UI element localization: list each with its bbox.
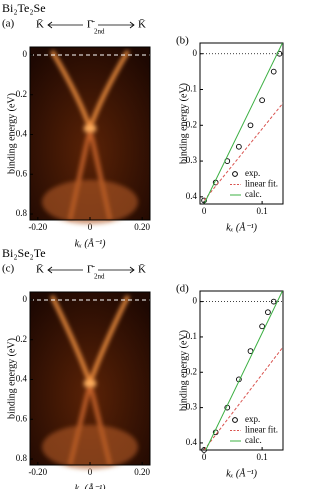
x-tick-label: -0.20 [28,222,47,232]
y-tick-label: 0.2 [16,89,27,99]
exp-point [236,143,242,150]
y-tick-label: 0.3 [186,402,198,412]
y-tick-label: 0.8 [16,208,28,218]
panel-label: (a) [2,18,15,30]
sample-title: Bi₂Se₂Te [2,246,46,260]
y-tick-label: 0.2 [186,119,197,129]
arrow [47,266,135,274]
y-axis-label: binding energy (eV) [6,93,17,174]
sample-title: Bi₂Te₂Se [2,1,46,15]
arrow [47,21,135,29]
fit-line [203,346,283,450]
fit-line [205,291,283,450]
figure: Bi₂Te₂Se(a) K̄ K̄Γ̄2nd-0.20 0 0.2000.20.40.6… [2,1,284,489]
arpes-bands [42,295,138,469]
k-label-left: K̄ [36,19,44,31]
y-tick-label: 0 [23,49,28,59]
y-tick-label: 0.4 [186,437,198,447]
y-axis-label: binding energy (eV) [178,330,189,411]
legend-label: calc. [245,189,262,199]
k-label-left: K̄ [36,264,44,276]
exp-point [259,97,265,104]
y-tick-label: 0.8 [16,453,28,463]
y-tick-label: 0.4 [186,191,198,201]
x-axis-label: kₓ (Å⁻¹) [226,221,257,233]
k-label-right: K̄ [138,264,146,276]
x-tick-label: 0.1 [256,452,267,462]
x-axis-label: kₓ (Å⁻¹) [75,482,106,489]
exp-point [259,323,265,330]
x-tick-label: 0.20 [134,222,150,232]
arpes-bands [42,49,138,224]
x-axis-label: kₓ (Å⁻¹) [226,467,257,479]
x-tick-label: 0 [202,452,207,462]
y-tick-label: 0.4 [16,374,28,384]
exp-point [270,68,277,75]
y-tick-label: 0.6 [16,168,28,178]
x-tick-label: 0.1 [256,206,267,216]
fit-line [203,43,283,204]
exp-point [247,122,254,129]
y-tick-label: 0.2 [16,334,27,344]
y-tick-label: 0 [193,296,198,306]
exp-point [247,348,254,354]
fit-line [203,102,283,201]
y-tick-label: 0.1 [186,84,197,94]
x-tick-label: 0 [202,206,207,216]
exp-point [265,309,271,316]
y-tick-label: 0.6 [16,413,28,423]
legend-label: exp. [245,414,260,424]
legend-marker [232,171,238,177]
x-tick-label: 0 [88,467,93,477]
y-axis-label: binding energy (eV) [178,83,189,164]
legend-marker [232,417,238,423]
legend-label: linear fit. [245,179,278,189]
panel-label: (b) [176,35,189,47]
y-axis-label: binding energy (eV) [6,338,17,419]
gamma-label: Γ̄ [87,19,95,31]
legend-label: calc. [245,435,262,445]
y-tick-label: 0.4 [16,129,28,139]
y-tick-label: 0.1 [186,331,197,341]
frame [199,42,284,205]
x-tick-label: 0.20 [134,467,150,477]
y-tick-label: 0 [193,48,198,58]
frame [199,290,284,451]
exp-point [270,298,277,305]
k-label-right: K̄ [138,19,146,31]
panel-label: (d) [176,283,189,295]
valence-glow [42,180,138,224]
legend-label: exp. [245,168,260,178]
exp-point [201,447,207,453]
gamma-label: Γ̄ [87,264,95,276]
y-tick-label: 0.2 [186,366,197,376]
x-tick-label: -0.20 [28,467,47,477]
y-tick-label: 0 [23,294,28,304]
valence-glow [42,425,138,469]
gamma-sub: 2nd [94,273,105,281]
x-tick-label: 0 [88,222,93,232]
x-axis-label: kₓ (Å⁻¹) [75,237,106,249]
gamma-sub: 2nd [94,28,105,36]
panel-label: (c) [2,263,15,275]
legend-label: linear fit. [245,425,278,435]
y-tick-label: 0.3 [186,155,198,165]
